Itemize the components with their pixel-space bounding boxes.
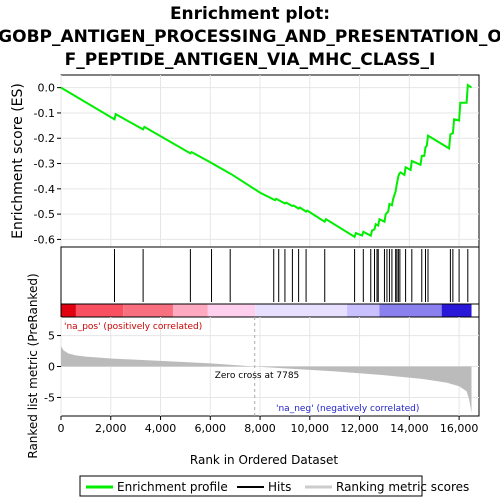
rank-y-ticks: 5 0 -5 [44, 330, 61, 404]
x-tick-label: 4,000 [145, 422, 177, 435]
heatmap-segment [123, 304, 173, 317]
heatmap-segment [255, 304, 348, 317]
enrichment-profile-line [60, 83, 473, 239]
x-tick-label: 8,000 [244, 422, 276, 435]
x-axis-ticks: 0 2,000 4,000 6,000 8,000 10,000 12,000 14,000 1… [58, 416, 479, 435]
x-tick-label: 16,000 [440, 422, 479, 435]
x-tick-label: 0 [58, 422, 65, 435]
heatmap-segment [61, 304, 76, 317]
heatmap-segment [172, 304, 208, 317]
rank-ytick-label: 5 [48, 330, 55, 343]
legend-hits-label: Hits [268, 480, 291, 494]
es-panel-frame [60, 74, 480, 248]
es-ytick-label: -0.5 [34, 208, 55, 221]
plot-title-line-1: Enrichment plot: [170, 4, 330, 24]
es-ytick-label: -0.3 [34, 158, 55, 171]
rank-ytick-label: 0 [48, 361, 55, 374]
negative-label: 'na_neg' (negatively correlated) [276, 404, 419, 414]
rank-ylabel: Ranked list metric (PreRanked) [26, 273, 40, 458]
heatmap-segment [379, 304, 442, 317]
es-ytick-label: -0.1 [34, 107, 55, 120]
hits-panel-frame [60, 246, 480, 305]
x-axis-label: Rank in Ordered Dataset [190, 453, 338, 467]
x-tick-label: 2,000 [95, 422, 127, 435]
hit-marks [113, 249, 469, 302]
legend-enrichment-label: Enrichment profile [117, 480, 228, 494]
es-ytick-label: -0.2 [34, 132, 55, 145]
plot-title-line-2: GOBP_ANTIGEN_PROCESSING_AND_PRESENTATION… [0, 27, 500, 47]
rank-ytick-label: -5 [44, 391, 55, 404]
x-tick-label: 10,000 [291, 422, 330, 435]
es-grid [60, 75, 479, 247]
legend-ranking-label: Ranking metric scores [336, 480, 469, 494]
heatmap-segment [347, 304, 380, 317]
ranking-metric-area [61, 346, 472, 413]
x-tick-label: 6,000 [195, 422, 227, 435]
x-tick-label: 12,000 [340, 422, 379, 435]
ranking-color-strip [61, 304, 472, 317]
positive-label: 'na_pos' (positively correlated) [64, 322, 202, 332]
heatmap-segment [441, 304, 472, 317]
es-ylabel: Enrichment score (ES) [10, 83, 26, 239]
es-y-ticks: 0.0 -0.1 -0.2 -0.3 -0.4 -0.5 -0.6 [34, 82, 61, 246]
x-tick-label: 14,000 [390, 422, 429, 435]
zero-cross-label: Zero cross at 7785 [215, 371, 300, 381]
es-ytick-label: -0.6 [34, 233, 55, 246]
plot-title-line-3: F_PEPTIDE_ANTIGEN_VIA_MHC_CLASS_I [65, 50, 436, 70]
es-ytick-label: 0.0 [38, 82, 56, 95]
heatmap-segment [75, 304, 124, 317]
es-ytick-label: -0.4 [34, 183, 55, 196]
heatmap-segment [207, 304, 256, 317]
